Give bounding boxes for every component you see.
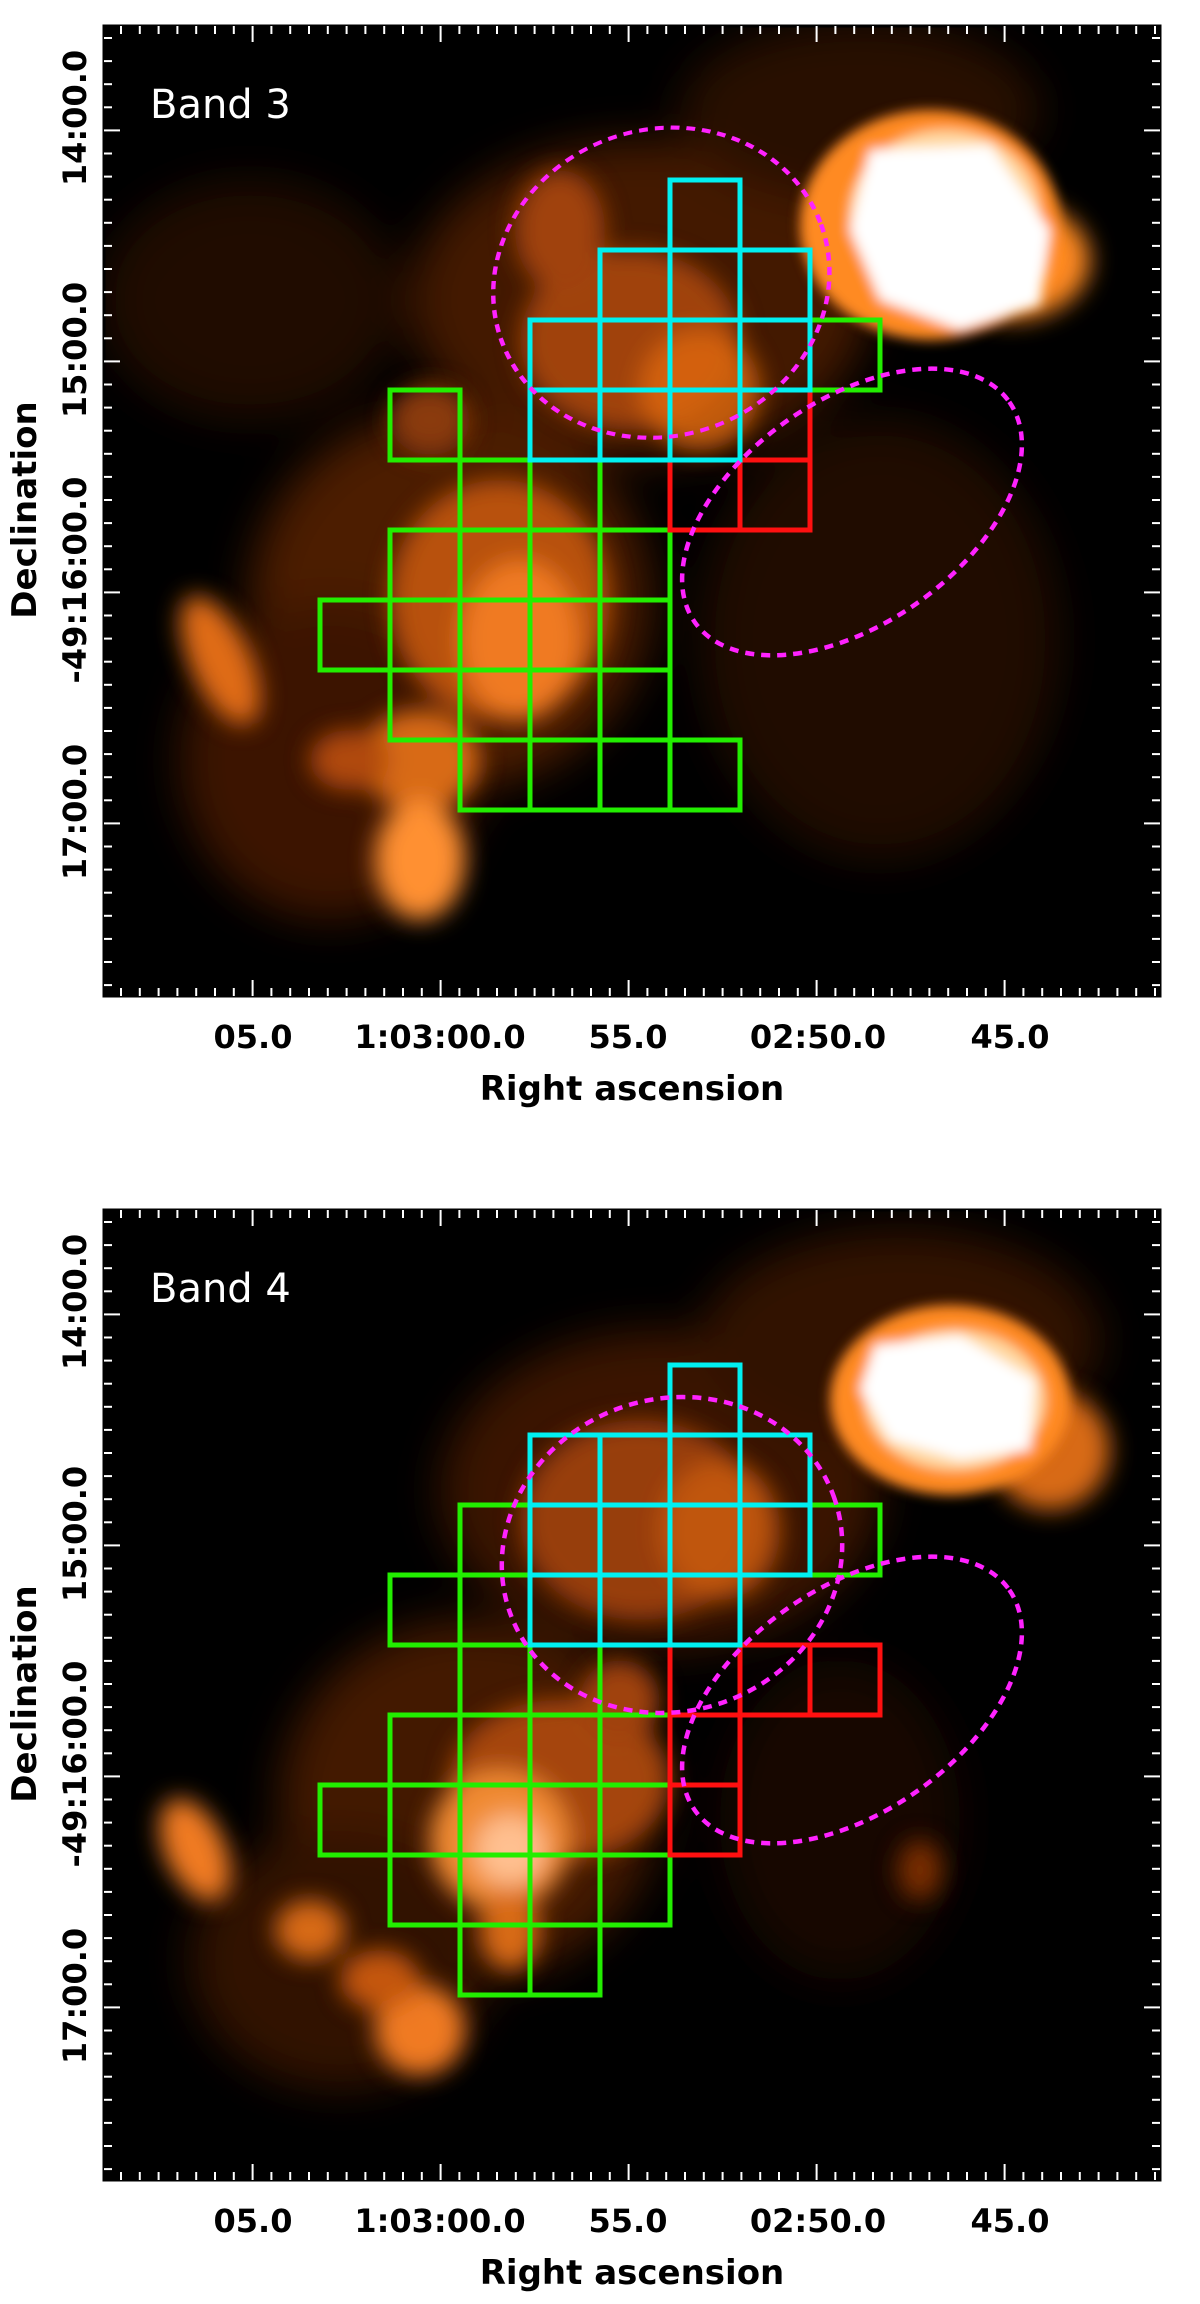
ellipse-upper [491,125,832,440]
x-tick-label: 1:03:00.0 [354,2202,525,2240]
x-axis-title: Right ascension [480,1069,785,1109]
x-tick-label: 02:50.0 [750,2202,886,2240]
ellipse-upper [499,1394,845,1716]
band-label: Band 3 [150,82,291,128]
cyan-grid [527,1362,813,1648]
plot-frame [102,24,1162,998]
band-label: Band 4 [150,1266,291,1312]
y-tick-label: 17:00.0 [56,1928,94,2064]
y-tick-label: -49:16:00.0 [56,1661,94,1868]
y-tick-label: 15:00.0 [56,282,94,418]
x-tick-label: 55.0 [589,1018,668,1056]
x-tick-label: 45.0 [971,1018,1050,1056]
x-tick-label: 45.0 [971,2202,1050,2240]
magenta-ellipses [499,1394,1025,1846]
plot-frame [102,1208,1162,2182]
x-tick-label: 1:03:00.0 [354,1018,525,1056]
x-axis-title: Right ascension [480,2253,785,2293]
y-tick-labels: 14:00.0 15:00.0 -49:16:00.0 17:00.0 [56,50,94,880]
y-tick-label: 17:00.0 [56,744,94,880]
x-tick-label: 05.0 [214,1018,293,1056]
x-tick-label: 05.0 [214,2202,293,2240]
ellipse-lower [679,366,1025,658]
ellipse-lower [679,1554,1025,1846]
axis-ticks [104,26,1160,2180]
y-tick-label: 14:00.0 [56,50,94,186]
y-tick-label: -49:16:00.0 [56,477,94,684]
x-tick-labels: 05.0 1:03:00.0 55.0 02:50.0 45.0 [214,1018,1050,1056]
emission-map [159,1230,1110,2090]
panel-band-3: Band 3 05.0 1:03:00.0 55.0 02:50.0 45.0 … [5,24,1162,1109]
cyan-grid [527,177,813,463]
y-tick-labels: 14:00.0 15:00.0 -49:16:00.0 17:00.0 [56,1234,94,2064]
green-grid [317,317,883,813]
x-tick-labels: 05.0 1:03:00.0 55.0 02:50.0 45.0 [214,2202,1050,2240]
red-grid [667,1642,883,1858]
x-tick-label: 02:50.0 [750,1018,886,1056]
y-tick-label: 14:00.0 [56,1234,94,1370]
magenta-ellipses [491,125,1025,658]
y-axis-title: Declination [5,1585,45,1802]
panel-band-4: Band 4 05.0 1:03:00.0 55.0 02:50.0 45.0 … [5,1208,1162,2293]
y-axis-title: Declination [5,401,45,618]
x-tick-label: 55.0 [589,2202,668,2240]
y-tick-label: 15:00.0 [56,1466,94,1602]
